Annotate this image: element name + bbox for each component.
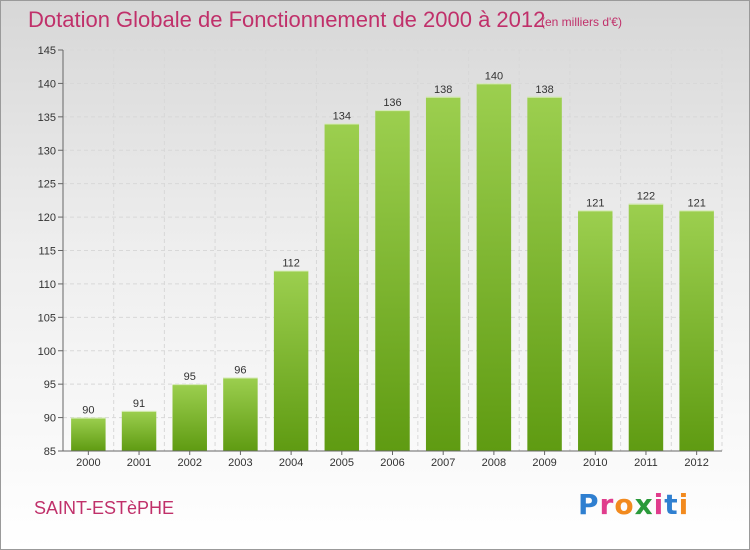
bar-value-label: 138 xyxy=(434,84,452,96)
bars: 90 91 95 96 112 134 136 138 140 138 121 122 121 xyxy=(71,70,714,452)
y-tick-label: 140 xyxy=(38,78,56,90)
y-tick-label: 125 xyxy=(38,179,56,191)
logo-letter: t xyxy=(664,488,679,521)
bar-value-label: 122 xyxy=(637,191,655,203)
logo-letter: P xyxy=(578,488,600,521)
bar xyxy=(223,377,258,451)
x-tick-label: 2009 xyxy=(532,457,556,469)
bar-value-label: 140 xyxy=(485,70,503,82)
bar-value-label: 138 xyxy=(535,84,553,96)
x-tick-label: 2001 xyxy=(127,457,151,469)
bar-value-label: 121 xyxy=(687,197,705,209)
proxiti-logo[interactable]: Proxiti xyxy=(578,488,689,521)
bar xyxy=(121,410,157,451)
bar-value-label: 134 xyxy=(333,111,351,123)
y-tick-label: 90 xyxy=(44,413,56,425)
logo-letter: r xyxy=(599,488,615,521)
x-tick-label: 2010 xyxy=(583,457,607,469)
logo-letter: i xyxy=(678,488,690,521)
bar xyxy=(425,96,461,452)
x-tick-label: 2006 xyxy=(380,457,404,469)
x-tick-label: 2011 xyxy=(634,457,658,469)
bar-value-label: 95 xyxy=(184,371,196,383)
bar xyxy=(628,203,664,451)
x-tick-label: 2012 xyxy=(684,457,708,469)
y-tick-label: 135 xyxy=(38,112,56,124)
x-tick-label: 2005 xyxy=(330,457,354,469)
y-tick-label: 115 xyxy=(38,246,56,258)
x-tick-label: 2002 xyxy=(177,457,201,469)
logo-letter: x xyxy=(634,488,654,521)
y-tick-label: 85 xyxy=(44,446,56,458)
y-tick-label: 145 xyxy=(38,45,56,57)
logo-letter: o xyxy=(614,488,635,521)
bar-value-label: 112 xyxy=(282,258,300,270)
bar xyxy=(71,417,106,451)
bar-value-label: 121 xyxy=(586,197,604,209)
bar xyxy=(527,96,562,452)
y-tick-label: 95 xyxy=(44,379,56,391)
commune-name: SAINT-ESTèPHE xyxy=(34,498,175,518)
x-tick-label: 2004 xyxy=(279,457,303,469)
bar-value-label: 96 xyxy=(234,364,246,376)
bar xyxy=(476,83,512,452)
y-tick-label: 130 xyxy=(38,145,56,157)
bar-value-label: 136 xyxy=(383,97,401,109)
x-tick-label: 2003 xyxy=(228,457,252,469)
bar xyxy=(578,210,613,451)
x-tick-label: 2008 xyxy=(482,457,506,469)
bar xyxy=(172,384,207,451)
y-tick-label: 105 xyxy=(38,312,56,324)
chart-subtitle: (en milliers d'€) xyxy=(541,15,622,29)
bar xyxy=(273,270,309,451)
y-tick-label: 100 xyxy=(38,346,56,358)
chart-title: Dotation Globale de Fonctionnement de 20… xyxy=(28,7,546,32)
y-tick-label: 110 xyxy=(38,279,56,291)
x-tick-label: 2007 xyxy=(431,457,455,469)
bar xyxy=(375,110,410,452)
bar-value-label: 90 xyxy=(82,405,94,417)
y-tick-label: 120 xyxy=(38,212,56,224)
logo-letter: i xyxy=(653,488,665,521)
bar xyxy=(324,123,360,452)
bar-value-label: 91 xyxy=(133,398,145,410)
bar xyxy=(679,210,714,451)
axes: 85 90 95 100 105 110 115 120 125 130 135 140 145 2000… xyxy=(38,45,722,469)
x-tick-label: 2000 xyxy=(76,457,100,469)
